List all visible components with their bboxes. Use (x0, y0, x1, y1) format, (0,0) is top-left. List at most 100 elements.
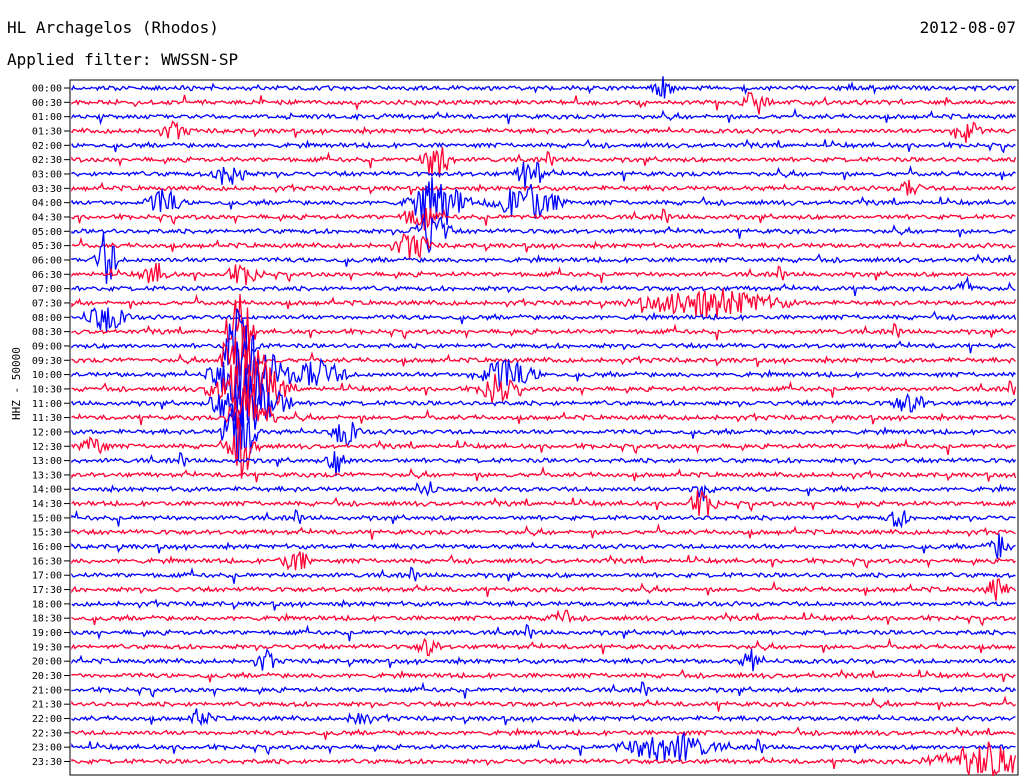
row-time-label: 11:30 (32, 413, 62, 424)
row-time-label: 00:00 (32, 84, 62, 95)
row-time-label: 04:30 (32, 212, 62, 223)
trace-row (71, 367, 1017, 430)
row-time-label: 02:30 (32, 155, 62, 166)
trace-row (71, 648, 1016, 672)
row-time-label: 13:30 (32, 470, 62, 481)
row-time-label: 11:00 (32, 399, 62, 410)
trace-row (71, 334, 1016, 412)
trace-row (71, 609, 1017, 627)
row-time-label: 08:00 (32, 313, 62, 324)
row-time-label: 12:00 (32, 427, 62, 438)
row-time-label: 12:30 (32, 442, 62, 453)
trace-row (71, 161, 1016, 189)
trace-row (71, 668, 1016, 683)
trace-row (71, 207, 1016, 231)
trace-row (71, 731, 1016, 762)
row-time-label: 16:00 (32, 542, 62, 553)
row-time-label: 07:00 (32, 284, 62, 295)
trace-row (71, 533, 1016, 559)
row-time-label: 02:00 (32, 141, 62, 152)
trace-row (71, 680, 1017, 699)
trace-row (71, 120, 1016, 143)
trace-row (71, 417, 1016, 479)
row-time-label: 20:30 (32, 671, 62, 682)
row-time-label: 22:30 (32, 728, 62, 739)
row-time-label: 20:00 (32, 657, 62, 668)
row-time-label: 16:30 (32, 556, 62, 567)
row-time-label: 22:00 (32, 714, 62, 725)
row-time-label: 07:30 (32, 298, 62, 309)
row-time-label: 04:00 (32, 198, 62, 209)
trace-row (71, 325, 1016, 395)
row-time-label: 05:00 (32, 227, 62, 238)
trace-row (71, 307, 1017, 332)
trace-row (71, 179, 1016, 196)
row-time-label: 15:00 (32, 513, 62, 524)
row-time-label: 15:30 (32, 528, 62, 539)
trace-row (71, 146, 1017, 178)
row-time-label: 21:30 (32, 700, 62, 711)
row-time-label: 17:00 (32, 571, 62, 582)
row-time-label: 10:00 (32, 370, 62, 381)
row-time-label: 17:30 (32, 585, 62, 596)
row-time-label: 18:00 (32, 599, 62, 610)
row-time-label: 18:30 (32, 614, 62, 625)
row-time-label: 06:00 (32, 255, 62, 266)
trace-row (71, 177, 1016, 226)
row-time-label: 00:30 (32, 98, 62, 109)
row-time-label: 19:30 (32, 642, 62, 653)
trace-row (71, 481, 1017, 502)
trace-row (71, 465, 1017, 483)
row-time-label: 01:30 (32, 126, 62, 137)
row-time-label: 09:30 (32, 356, 62, 367)
trace-row (71, 566, 1016, 584)
row-time-label: 03:30 (32, 184, 62, 195)
row-time-label: 10:30 (32, 384, 62, 395)
trace-row (71, 489, 1017, 517)
trace-row (71, 288, 1017, 319)
row-time-label: 14:00 (32, 485, 62, 496)
trace-row (71, 91, 1016, 115)
trace-row (71, 349, 1017, 421)
row-time-label: 09:00 (32, 341, 62, 352)
trace-row (71, 232, 1017, 284)
trace-row (71, 383, 1016, 430)
filter-label: Applied filter: WWSSN-SP (7, 50, 239, 69)
row-time-label: 21:00 (32, 685, 62, 696)
trace-row (71, 76, 1016, 99)
row-time-label: 06:30 (32, 270, 62, 281)
row-time-label: 08:30 (32, 327, 62, 338)
row-time-label: 05:30 (32, 241, 62, 252)
trace-row (71, 695, 1016, 712)
row-time-label: 23:30 (32, 757, 62, 768)
trace-row (71, 275, 1016, 297)
trace-row (71, 578, 1016, 601)
row-time-label: 19:00 (32, 628, 62, 639)
station-title: HL Archagelos (Rhodos) (7, 18, 219, 37)
trace-row (71, 138, 1016, 154)
trace-row (71, 551, 1016, 571)
trace-row (71, 233, 1016, 260)
trace-row (71, 294, 1017, 358)
trace-row (71, 598, 1016, 611)
trace-row (71, 708, 1016, 727)
trace-row (71, 308, 1016, 375)
row-time-label: 03:00 (32, 169, 62, 180)
date-label: 2012-08-07 (919, 18, 1016, 37)
trace-row (71, 214, 1016, 254)
row-time-label: 23:00 (32, 743, 62, 754)
row-time-label: 14:30 (32, 499, 62, 510)
trace-row (71, 637, 1016, 657)
trace-row (71, 451, 1017, 476)
trace-row (71, 107, 1017, 126)
trace-row (71, 404, 1017, 461)
trace-row (71, 623, 1017, 642)
plot-frame (69, 79, 1019, 776)
trace-row (71, 726, 1016, 740)
trace-row (71, 523, 1016, 540)
trace-row (71, 741, 1017, 777)
row-time-label: 13:00 (32, 456, 62, 467)
row-time-label: 01:00 (32, 112, 62, 123)
trace-row (71, 509, 1016, 529)
trace-row (71, 262, 1017, 286)
